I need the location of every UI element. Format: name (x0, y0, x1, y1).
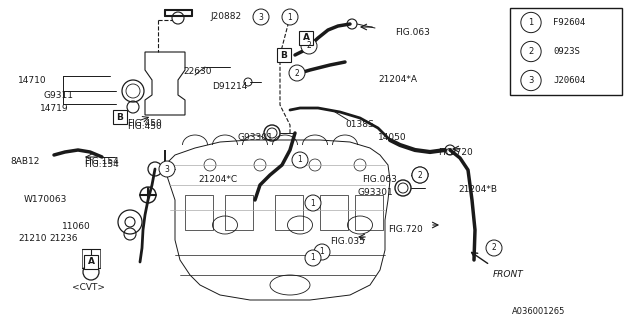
Text: J20882: J20882 (210, 12, 241, 21)
Text: 2: 2 (294, 68, 300, 77)
Text: 14719: 14719 (40, 104, 68, 113)
Text: 21204*C: 21204*C (198, 175, 237, 184)
Text: A: A (88, 258, 95, 267)
Bar (84, 255, 98, 269)
Circle shape (486, 240, 502, 256)
Text: 2: 2 (418, 171, 422, 180)
Text: 1: 1 (287, 12, 292, 21)
Text: FIG.450: FIG.450 (127, 119, 162, 128)
Text: 11060: 11060 (62, 222, 91, 231)
Text: 8AB12: 8AB12 (10, 157, 40, 166)
Text: 2: 2 (307, 42, 312, 51)
Text: A: A (303, 34, 310, 43)
Circle shape (159, 161, 175, 177)
Text: FIG.063: FIG.063 (395, 28, 430, 37)
Circle shape (289, 65, 305, 81)
Bar (510, 8, 622, 95)
Text: 3: 3 (164, 164, 170, 173)
Text: 21236: 21236 (49, 234, 77, 243)
Bar (225, 195, 253, 230)
Bar (320, 195, 348, 230)
Text: B: B (116, 113, 124, 122)
Text: 0138S: 0138S (345, 120, 374, 129)
Text: FIG.720: FIG.720 (438, 148, 473, 157)
Text: FRONT: FRONT (493, 270, 524, 279)
Bar (277, 48, 291, 62)
Text: 1: 1 (319, 247, 324, 257)
Circle shape (282, 9, 298, 25)
Text: G93301: G93301 (238, 133, 274, 142)
Text: D91214: D91214 (212, 82, 248, 91)
Bar (185, 195, 213, 230)
Text: 2: 2 (529, 47, 534, 56)
Text: J20604: J20604 (553, 76, 585, 85)
Text: 3: 3 (528, 76, 534, 85)
Bar (355, 195, 383, 230)
Circle shape (305, 195, 321, 211)
Text: 22630: 22630 (183, 67, 211, 76)
Text: 3: 3 (259, 12, 264, 21)
Text: 21204*A: 21204*A (378, 75, 417, 84)
Text: F92604: F92604 (553, 18, 585, 27)
Text: W170063: W170063 (24, 195, 67, 204)
Text: B: B (280, 51, 287, 60)
Text: 1: 1 (310, 253, 316, 262)
Text: FIG.035: FIG.035 (330, 237, 365, 246)
Text: FIG.154: FIG.154 (84, 160, 119, 169)
Circle shape (305, 250, 321, 266)
Bar (275, 195, 303, 230)
Text: FIG.450: FIG.450 (127, 122, 162, 131)
Text: FIG.154: FIG.154 (84, 157, 119, 166)
Text: <CVT>: <CVT> (72, 283, 105, 292)
Text: A036001265: A036001265 (512, 307, 565, 316)
Text: 21210: 21210 (18, 234, 47, 243)
Text: 2: 2 (492, 244, 497, 252)
Text: 1: 1 (529, 18, 534, 27)
Text: 21204*B: 21204*B (458, 185, 497, 194)
Circle shape (253, 9, 269, 25)
Text: 0923S: 0923S (553, 47, 580, 56)
Text: G9311: G9311 (44, 91, 74, 100)
Circle shape (412, 167, 428, 183)
Text: FIG.063: FIG.063 (362, 175, 397, 184)
Circle shape (301, 38, 317, 54)
Bar (299, 31, 313, 45)
Text: G93301: G93301 (358, 188, 394, 197)
Text: 14710: 14710 (18, 76, 47, 85)
Circle shape (314, 244, 330, 260)
Bar (113, 110, 127, 124)
Text: 14050: 14050 (378, 133, 406, 142)
Text: FIG.720: FIG.720 (388, 225, 423, 234)
Text: 1: 1 (310, 198, 316, 207)
Text: 1: 1 (298, 156, 302, 164)
Circle shape (292, 152, 308, 168)
